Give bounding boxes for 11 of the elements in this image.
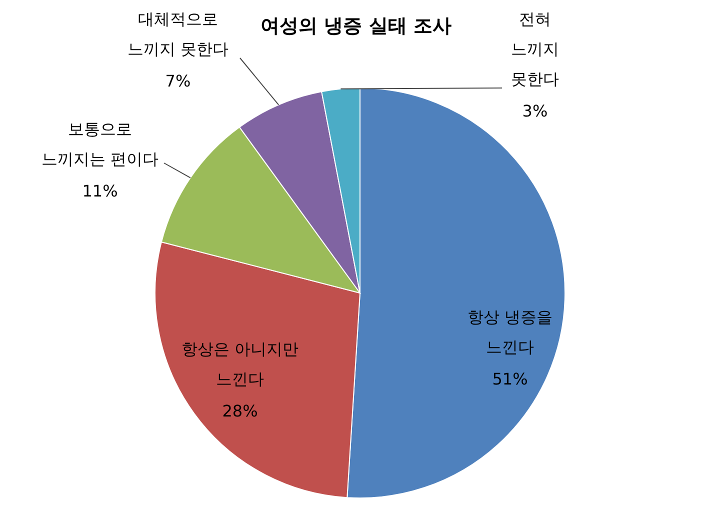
data-label: 51%: [492, 369, 528, 388]
data-label: 7%: [165, 71, 191, 90]
data-label: 3%: [522, 101, 548, 120]
slice-label: 대체적으로 느끼지 못한다: [127, 9, 229, 58]
data-label: 28%: [222, 401, 258, 420]
chart-title: 여성의 냉증 실태 조사: [260, 15, 452, 38]
slice-label: 보통으로 느끼지는 편이다: [41, 119, 159, 168]
slice-label: 항상 냉증을 느낀다: [467, 307, 553, 356]
slice-label: 전혀 느끼지 못한다: [511, 9, 559, 88]
slice-label: 항상은 아니지만 느낀다: [181, 339, 299, 388]
data-label: 11%: [82, 181, 118, 200]
